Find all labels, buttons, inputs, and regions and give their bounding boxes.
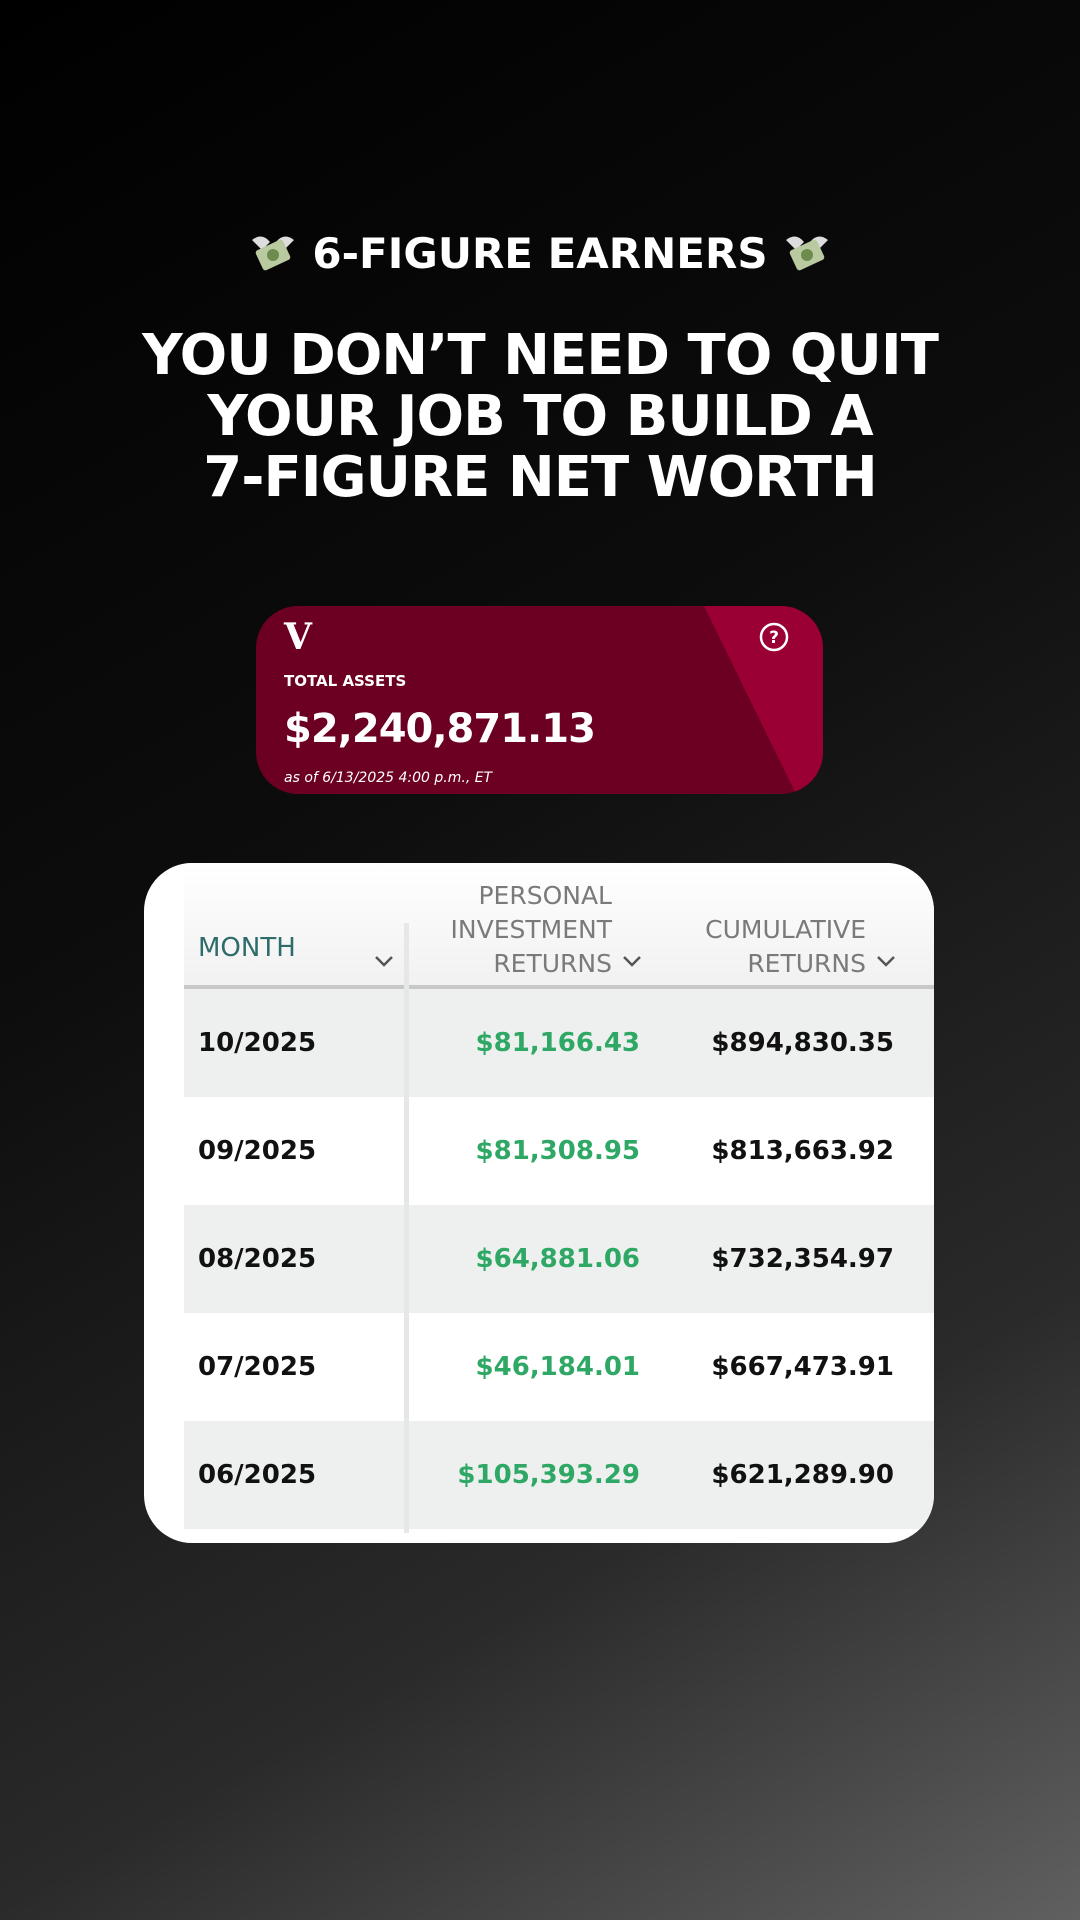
return-cell: $46,184.01 — [475, 1352, 640, 1382]
month-cell: 06/2025 — [198, 1460, 317, 1490]
header-bg — [184, 863, 934, 987]
tag-text: 6-FIGURE EARNERS — [312, 229, 768, 278]
assets-card: ? V TOTAL ASSETS $2,240,871.13 as of 6/1… — [256, 606, 823, 794]
card-shape: ? — [704, 606, 823, 794]
header-rule — [184, 985, 934, 989]
headline-line: 7-FIGURE NET WORTH — [203, 445, 877, 510]
month-cell: 07/2025 — [198, 1352, 317, 1382]
label: TOTAL ASSETS — [284, 672, 407, 690]
amount: $2,240,871.13 — [284, 706, 596, 752]
col-header: PERSONAL INVESTMENT RETURNS — [450, 881, 612, 978]
row-bg — [184, 989, 934, 1097]
logo: V — [284, 616, 312, 658]
cumulative-cell: $621,289.90 — [711, 1460, 894, 1490]
headline: YOU DON’T NEED TO QUIT YOUR JOB TO BUILD … — [0, 325, 1080, 508]
row-bg — [184, 1421, 934, 1529]
money-icon — [251, 235, 294, 270]
headline-line: YOUR JOB TO BUILD A — [207, 384, 873, 449]
return-cell: $105,393.29 — [457, 1460, 640, 1490]
column-divider — [404, 923, 409, 1533]
cumulative-cell: $667,473.91 — [711, 1352, 894, 1382]
month-cell: 08/2025 — [198, 1244, 317, 1274]
return-cell: $64,881.06 — [475, 1244, 640, 1274]
headline-line: YOU DON’T NEED TO QUIT — [142, 323, 939, 388]
col-header: CUMULATIVE RETURNS — [705, 915, 866, 978]
cumulative-cell: $813,663.92 — [711, 1136, 894, 1166]
col-header: MONTH — [198, 933, 296, 963]
row-bg — [184, 1205, 934, 1313]
as-of: as of 6/13/2025 4:00 p.m., ET — [284, 770, 493, 786]
row-bg — [184, 1313, 934, 1421]
cumulative-cell: $732,354.97 — [711, 1244, 894, 1274]
row-bg — [184, 1097, 934, 1205]
cumulative-cell: $894,830.35 — [711, 1028, 894, 1058]
month-cell: 09/2025 — [198, 1136, 317, 1166]
chevrons — [375, 956, 895, 967]
month-cell: 10/2025 — [198, 1028, 317, 1058]
tag-line: 6-FIGURE EARNERS — [0, 226, 1080, 278]
return-cell: $81,308.95 — [475, 1136, 640, 1166]
return-cell: $81,166.43 — [475, 1028, 640, 1058]
svg-text:?: ? — [769, 628, 779, 648]
money-icon — [786, 235, 829, 270]
returns-table: MONTH PERSONAL INVESTMENT RETURNS CUMULA… — [144, 863, 934, 1543]
